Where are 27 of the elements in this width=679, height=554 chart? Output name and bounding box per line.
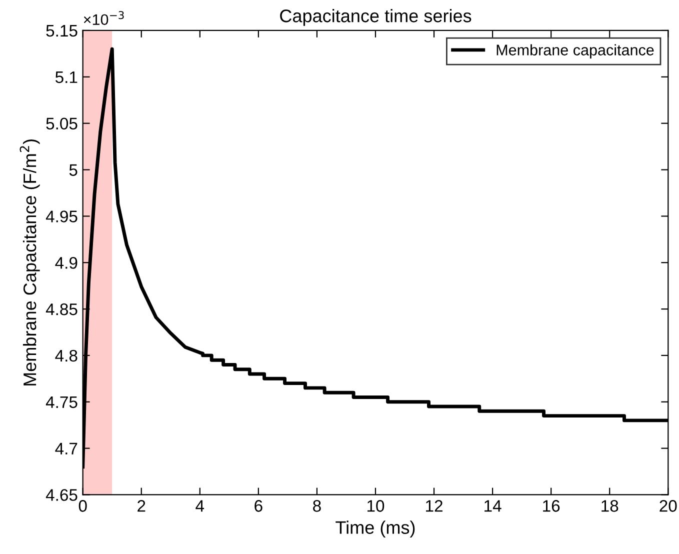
x-tick-label: 18 — [602, 500, 618, 512]
y-tick-label: 4.7 — [55, 442, 78, 454]
y-axis-title: Membrane Capacitance (F/m$^{2}$) — [20, 140, 40, 386]
y-tick-label: 4.65 — [46, 489, 78, 501]
x-tick-label: 8 — [313, 500, 321, 512]
x-tick-label: 4 — [196, 500, 204, 512]
chart-title: Capacitance time series — [280, 9, 472, 26]
x-tick-label: 0 — [78, 500, 87, 512]
x-tick-label: 14 — [484, 500, 502, 512]
y-tick-label: 4.95 — [46, 210, 78, 222]
x-axis-title: Time (ms) — [336, 520, 415, 538]
y-tick-label: 5.05 — [46, 118, 78, 130]
y-tick-label: 4.9 — [55, 256, 78, 269]
x-tick-label: 6 — [254, 500, 262, 512]
x-tick-label: 2 — [138, 500, 146, 512]
x-tick-label: 16 — [543, 500, 560, 512]
y-tick-label: 4.85 — [46, 303, 78, 316]
y-tick-label: 5.15 — [46, 25, 78, 37]
legend-label: Membrane capacitance — [496, 44, 654, 58]
y-tick-label: 4.75 — [46, 396, 78, 408]
text: ×10$^{−3}$ — [84, 11, 124, 26]
y-tick-label: 5.1 — [55, 71, 78, 84]
x-tick-label: 12 — [426, 500, 442, 512]
x-tick-label: 10 — [367, 500, 384, 512]
y-tick-label: 5 — [69, 164, 78, 176]
x-tick-label: 20 — [660, 500, 677, 512]
y-tick-label: 4.8 — [55, 350, 78, 362]
